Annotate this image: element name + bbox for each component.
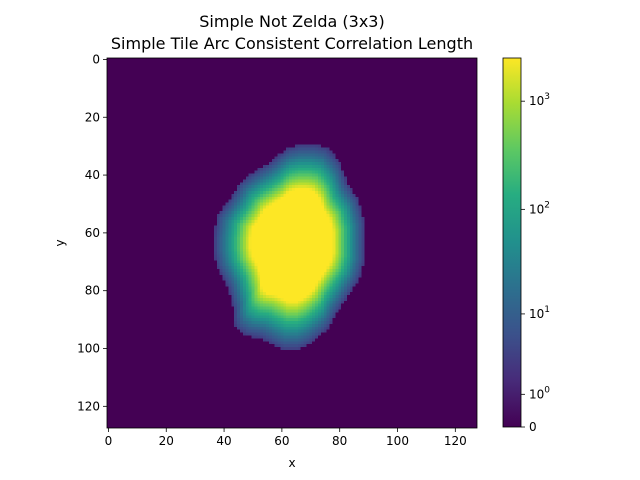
x-axis: 0 20 40 60 80 100 120 xyxy=(105,428,467,448)
x-axis-tick-label: 100 xyxy=(386,434,409,448)
y-axis-tick-label: 80 xyxy=(85,284,100,298)
heatmap-image xyxy=(107,58,477,428)
colorbar-gradient xyxy=(503,58,521,427)
y-axis-tick-label: 0 xyxy=(92,52,100,66)
colorbar-ticks: 0 100 101 102 103 xyxy=(521,92,550,434)
y-axis-tick-label: 100 xyxy=(77,342,100,356)
y-axis-tick-label: 40 xyxy=(85,168,100,182)
x-axis-tick-label: 120 xyxy=(444,434,467,448)
x-axis-tick-label: 80 xyxy=(332,434,347,448)
x-axis-tick-label: 60 xyxy=(274,434,289,448)
x-axis-tick-label: 40 xyxy=(216,434,231,448)
colorbar: 0 100 101 102 103 xyxy=(502,57,550,434)
y-axis-tick-label: 120 xyxy=(77,399,100,413)
chart-title: Simple Not Zelda (3x3) xyxy=(199,12,384,31)
colorbar-tick-label: 103 xyxy=(529,92,550,108)
x-axis-tick-label: 0 xyxy=(105,434,113,448)
y-axis-tick-label: 20 xyxy=(85,110,100,124)
colorbar-tick-label: 100 xyxy=(529,385,550,401)
chart-subtitle: Simple Tile Arc Consistent Correlation L… xyxy=(111,34,473,53)
x-axis-label: x xyxy=(288,456,295,470)
colorbar-tick-label: 101 xyxy=(529,305,550,321)
colorbar-tick-label: 0 xyxy=(529,420,537,434)
y-axis-label: y xyxy=(53,239,67,246)
plot-frame xyxy=(106,57,478,429)
plot-area xyxy=(106,57,478,429)
colorbar-frame xyxy=(502,57,522,428)
y-axis: 0 20 40 60 80 100 120 xyxy=(77,52,107,413)
colorbar-tick-label: 102 xyxy=(529,200,550,216)
x-axis-tick-label: 20 xyxy=(159,434,174,448)
y-axis-tick-label: 60 xyxy=(85,226,100,240)
